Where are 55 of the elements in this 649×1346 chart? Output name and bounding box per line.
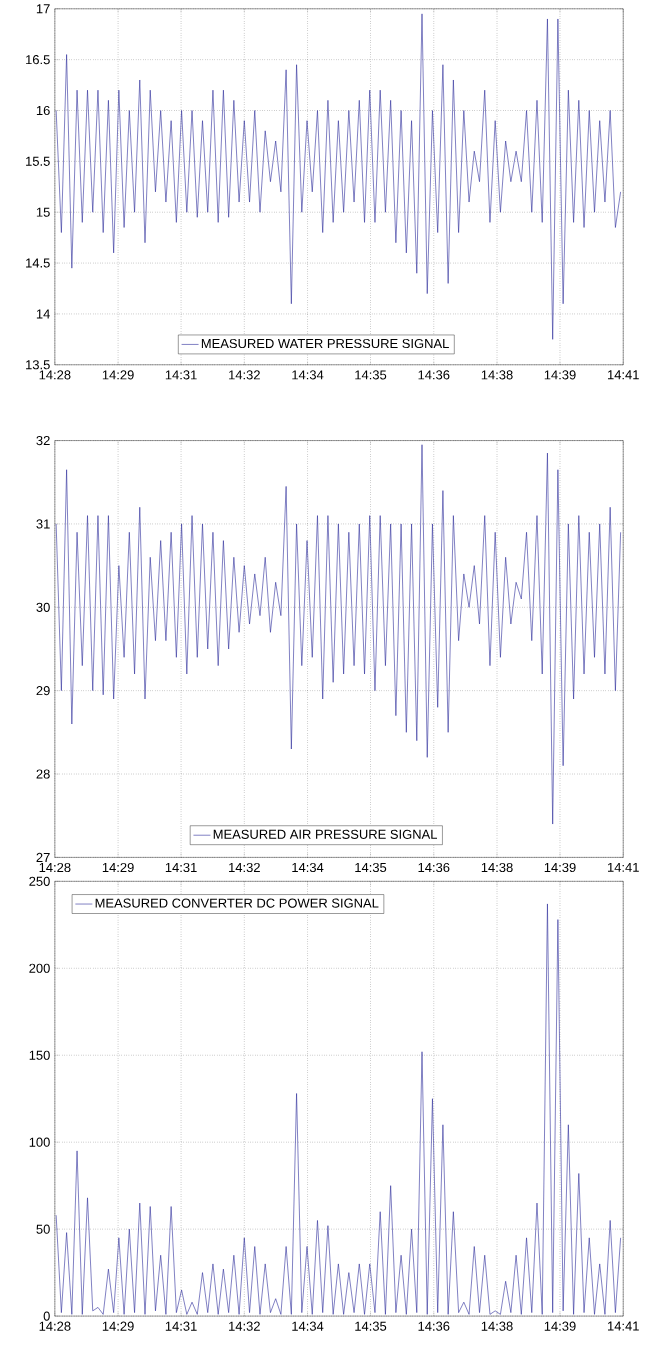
x-tick-label: 14:35 [355,370,387,380]
x-tick-label: 14:31 [165,370,197,380]
y-tick-label: 200 [29,963,50,973]
y-tick-label: 17 [36,4,50,14]
x-tick-label: 14:36 [418,862,450,873]
x-tick-label: 14:41 [607,862,639,872]
legend-label: MEASURED AIR PRESSURE SIGNAL [213,829,437,839]
x-tick-label: 14:36 [418,1321,450,1331]
y-tick-label: 30 [36,602,50,612]
x-tick-label: 14:29 [102,862,134,873]
y-tick-label: 13.5 [26,360,50,370]
y-tick-label: 14 [36,309,50,319]
y-tick-label: 15.5 [26,156,50,166]
y-tick-label: 14.5 [26,258,50,268]
x-tick-label: 14:41 [607,1321,639,1331]
x-tick-label: 14:29 [102,1321,134,1331]
x-tick-label: 14:29 [102,370,134,380]
line-series [55,13,621,340]
y-tick-label: 15 [36,207,50,217]
x-tick-label: 14:32 [228,862,260,873]
y-tick-label: 50 [36,1224,50,1234]
y-tick-label: 150 [29,1050,50,1060]
x-tick-label: 14:35 [355,1321,387,1331]
y-tick-label: 16.5 [26,55,50,65]
y-tick-label: 100 [29,1137,50,1147]
x-tick-label: 14:32 [228,1321,260,1331]
x-tick-label: 14:31 [165,862,197,873]
x-tick-label: 14:36 [418,370,450,380]
x-tick-label: 14:38 [481,1321,513,1331]
legend-label: MEASURED WATER PRESSURE SIGNAL [201,338,449,349]
x-tick-label: 14:38 [481,370,513,380]
x-tick-label: 14:35 [355,862,387,873]
x-tick-label: 14:38 [481,862,513,873]
x-tick-label: 14:39 [544,862,576,873]
x-tick-label: 14:39 [544,1321,576,1331]
y-tick-label: 31 [36,519,50,529]
x-tick-label: 14:28 [39,1321,71,1331]
x-tick-label: 14:41 [607,370,639,380]
y-tick-label: 29 [36,686,50,696]
y-tick-label: 16 [36,105,50,116]
x-tick-label: 14:39 [544,370,576,380]
x-tick-label: 14:28 [39,862,71,873]
legend-label: MEASURED CONVERTER DC POWER SIGNAL [95,898,379,908]
line-series [55,444,621,825]
x-tick-label: 14:31 [165,1321,197,1331]
x-tick-label: 14:34 [292,1321,324,1331]
y-tick-label: 32 [36,435,50,446]
x-tick-label: 14:34 [292,862,324,873]
x-tick-label: 14:34 [292,370,324,380]
y-tick-label: 27 [36,852,50,862]
x-tick-label: 14:28 [39,370,71,380]
y-tick-label: 28 [36,769,50,779]
y-tick-label: 250 [29,876,50,886]
y-tick-label: 0 [43,1311,50,1321]
x-tick-label: 14:32 [228,370,260,380]
